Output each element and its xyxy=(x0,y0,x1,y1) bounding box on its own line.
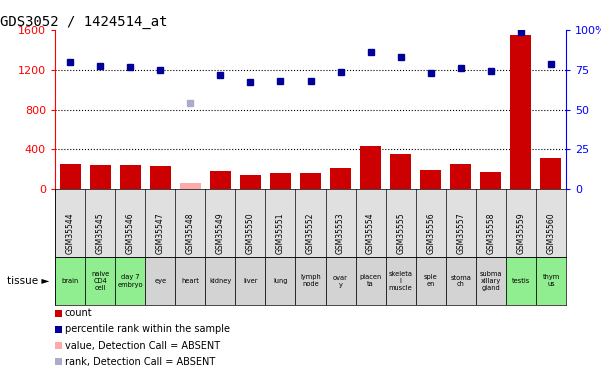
Bar xyxy=(330,168,351,189)
Text: GSM35553: GSM35553 xyxy=(336,212,345,254)
Text: GSM35552: GSM35552 xyxy=(306,212,315,254)
Bar xyxy=(59,164,81,189)
Text: sple
en: sple en xyxy=(424,274,438,288)
Bar xyxy=(446,257,476,305)
Bar xyxy=(326,257,356,305)
Bar xyxy=(510,35,531,189)
Text: skeleta
l
muscle: skeleta l muscle xyxy=(389,271,413,291)
Bar xyxy=(420,170,441,189)
Text: GSM35555: GSM35555 xyxy=(396,212,405,254)
Text: GSM35548: GSM35548 xyxy=(186,212,195,254)
Text: day 7
embryо: day 7 embryо xyxy=(117,274,143,288)
Bar xyxy=(390,154,411,189)
Bar xyxy=(55,257,85,305)
Bar xyxy=(270,173,291,189)
Bar xyxy=(386,257,416,305)
Text: percentile rank within the sample: percentile rank within the sample xyxy=(65,324,230,334)
Text: liver: liver xyxy=(243,278,258,284)
Bar xyxy=(356,257,386,305)
Text: GSM35558: GSM35558 xyxy=(486,212,495,254)
Text: GSM35560: GSM35560 xyxy=(546,212,555,254)
Text: placen
ta: placen ta xyxy=(359,274,382,288)
Text: GSM35549: GSM35549 xyxy=(216,212,225,254)
Bar xyxy=(236,257,266,305)
Bar xyxy=(416,257,446,305)
Bar xyxy=(120,165,141,189)
Text: GSM35547: GSM35547 xyxy=(156,212,165,254)
Bar xyxy=(180,183,201,189)
Bar xyxy=(85,257,115,305)
Text: stoma
ch: stoma ch xyxy=(450,274,471,288)
Bar xyxy=(150,166,171,189)
Bar xyxy=(175,257,206,305)
Bar xyxy=(296,257,326,305)
Bar xyxy=(536,257,566,305)
Text: GDS3052 / 1424514_at: GDS3052 / 1424514_at xyxy=(0,15,168,29)
Bar xyxy=(360,146,381,189)
Bar xyxy=(266,257,296,305)
Text: GSM35557: GSM35557 xyxy=(456,212,465,254)
Text: kidney: kidney xyxy=(209,278,231,284)
Bar xyxy=(450,164,471,189)
Text: thym
us: thym us xyxy=(542,274,560,288)
Text: GSM35551: GSM35551 xyxy=(276,212,285,254)
Text: count: count xyxy=(65,308,92,318)
Text: heart: heart xyxy=(182,278,199,284)
Bar xyxy=(480,172,501,189)
Bar xyxy=(540,158,561,189)
Bar xyxy=(210,171,231,189)
Text: eye: eye xyxy=(154,278,166,284)
Bar xyxy=(506,257,536,305)
Text: testis: testis xyxy=(512,278,530,284)
Text: GSM35556: GSM35556 xyxy=(426,212,435,254)
Text: GSM35559: GSM35559 xyxy=(516,212,525,254)
Text: tissue ►: tissue ► xyxy=(7,276,49,286)
Bar xyxy=(206,257,236,305)
Text: ovar
y: ovar y xyxy=(333,274,348,288)
Text: GSM35544: GSM35544 xyxy=(66,212,75,254)
Text: lung: lung xyxy=(273,278,288,284)
Bar xyxy=(90,165,111,189)
Text: value, Detection Call = ABSENT: value, Detection Call = ABSENT xyxy=(65,340,220,351)
Text: rank, Detection Call = ABSENT: rank, Detection Call = ABSENT xyxy=(65,357,215,367)
Text: brain: brain xyxy=(61,278,79,284)
Bar xyxy=(300,173,321,189)
Text: lymph
node: lymph node xyxy=(300,274,321,288)
Bar xyxy=(145,257,175,305)
Text: GSM35546: GSM35546 xyxy=(126,212,135,254)
Text: GSM35550: GSM35550 xyxy=(246,212,255,254)
Bar xyxy=(476,257,506,305)
Text: GSM35554: GSM35554 xyxy=(366,212,375,254)
Text: GSM35545: GSM35545 xyxy=(96,212,105,254)
Text: subma
xillary
gland: subma xillary gland xyxy=(480,271,502,291)
Text: naive
CD4
cell: naive CD4 cell xyxy=(91,271,109,291)
Bar xyxy=(240,175,261,189)
Bar xyxy=(115,257,145,305)
